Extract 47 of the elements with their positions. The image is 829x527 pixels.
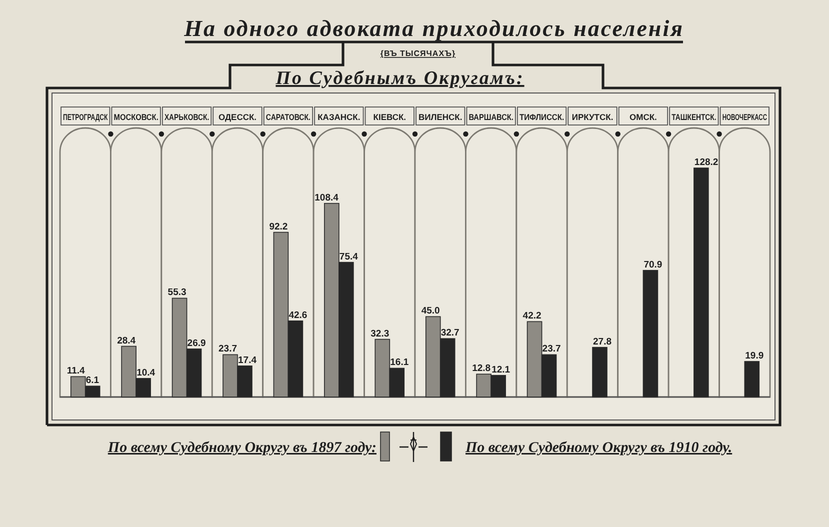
text: По всему Судебному Округу въ 1897 году: — [106, 440, 376, 456]
data-label: 12.1 — [492, 364, 511, 376]
bar — [592, 346, 608, 398]
data-label: 55.3 — [168, 287, 186, 298]
data-label: 23.7 — [218, 344, 237, 355]
data-label: 108.4 — [314, 192, 340, 204]
legend-label: По всему Судебному Округу въ 1910 году. — [464, 440, 732, 456]
data-label: 17.4 — [238, 354, 258, 366]
data-label: 19.9 — [745, 350, 764, 362]
data-label: 6.1 — [86, 375, 100, 386]
data-label: 45.0 — [421, 306, 440, 317]
data-label: 70.9 — [644, 259, 662, 270]
data-label: 92.2 — [269, 221, 288, 232]
x-tick-label: НОВОЧЕРКАСС — [722, 112, 768, 122]
data-label: 42.2 — [522, 310, 542, 322]
chart-title: На одного адвоката приходилось населенія — [183, 16, 684, 41]
x-tick-label: ВАРШАВСК. — [468, 112, 514, 122]
x-tick-label: ТИФЛИССК. — [519, 112, 564, 122]
data-label: 128.2 — [694, 157, 718, 168]
data-label: 32.3 — [370, 328, 390, 340]
data-label: 23.7 — [542, 344, 561, 355]
data-label: 26.9 — [187, 338, 206, 349]
x-axis-title: По Судебнымъ Округамъ: — [274, 68, 524, 89]
data-label: 11.4 — [66, 366, 86, 377]
data-label: 16.1 — [390, 357, 410, 368]
bar — [642, 270, 658, 398]
x-tick-label: САРАТОВСК. — [266, 112, 311, 122]
data-label: 42.6 — [288, 310, 308, 321]
bar — [694, 168, 709, 398]
x-tick-label: ТАШКЕНТСК. — [672, 112, 716, 122]
x-tick-label: КІЕВСК. — [373, 112, 406, 122]
chart-subtitle: {ВЪ ТЫСЯЧАХЪ} — [380, 49, 456, 58]
x-tick-label: ПЕТРОГРАДСК — [63, 112, 108, 122]
data-label: 75.4 — [339, 251, 359, 262]
x-tick-label: ИРКУТСК. — [572, 112, 614, 122]
data-label: 10.4 — [136, 367, 156, 378]
x-tick-label: ОМСК. — [630, 112, 657, 122]
data-label: 28.4 — [117, 335, 136, 346]
data-label: 12.8 — [472, 363, 491, 374]
x-tick-label: ХАРЬКОВСК. — [164, 112, 210, 122]
data-label: 32.7 — [440, 328, 460, 339]
x-tick-label: МОСКОВСК. — [114, 112, 158, 122]
data-label: 27.8 — [593, 336, 612, 348]
bar — [744, 361, 760, 398]
x-tick-label: ВИЛЕНСК. — [418, 112, 462, 122]
x-tick-label: ОДЕССК. — [218, 112, 257, 122]
x-tick-label: КАЗАНСК. — [318, 112, 360, 122]
